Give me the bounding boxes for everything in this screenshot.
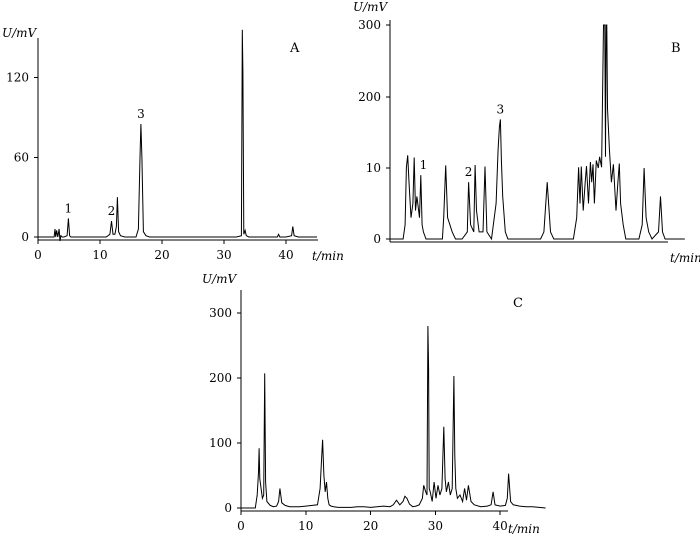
x-tick-label-a: 20	[154, 248, 169, 262]
chromatogram-trace-c	[241, 325, 546, 509]
peak-label-a: 2	[108, 204, 116, 218]
chromatogram-trace-a	[38, 29, 317, 242]
chromatogram-c: U/mV C t/min 0 10 20 30 40 0 100 200 300	[202, 272, 546, 536]
y-axis-title-c: U/mV	[202, 272, 238, 286]
y-tick-label-b: 10	[366, 161, 381, 175]
peak-label-a: 1	[65, 201, 73, 215]
peak-label-b: 3	[497, 102, 505, 116]
x-tick-label-a: 30	[216, 248, 231, 262]
y-axis-title-a: U/mV	[2, 26, 38, 40]
panel-label-b: B	[671, 41, 681, 56]
x-tick-label-c: 10	[298, 519, 313, 533]
chromatogram-b: U/mV B t/min 0 10 200 300 1 2 3	[353, 0, 700, 265]
x-tick-label-c: 30	[428, 519, 443, 533]
peak-label-b: 2	[465, 165, 473, 179]
x-tick-label-a: 40	[278, 248, 293, 262]
peak-label-a: 3	[137, 107, 145, 121]
y-tick-label-c: 100	[209, 436, 232, 450]
y-tick-label-b: 300	[358, 18, 381, 32]
y-tick-label-c: 300	[209, 306, 232, 320]
y-tick-label-a: 0	[21, 230, 29, 244]
x-axis-title-c: t/min	[508, 522, 540, 536]
panel-label-c: C	[513, 296, 523, 311]
y-tick-label-b: 0	[373, 232, 381, 246]
y-tick-label-a: 60	[14, 150, 29, 164]
x-tick-label-a: 10	[92, 248, 107, 262]
panel-label-a: A	[289, 41, 300, 56]
peak-label-b: 1	[420, 158, 428, 172]
x-axis-title-b: t/min	[670, 251, 700, 265]
y-tick-label-b: 200	[358, 90, 381, 104]
y-tick-label-c: 200	[209, 371, 232, 385]
x-tick-label-c: 20	[363, 519, 378, 533]
x-tick-label-c: 40	[493, 519, 508, 533]
y-axis-title-b: U/mV	[353, 0, 389, 14]
chromatogram-trace-b	[390, 24, 685, 241]
x-axis-title-a: t/min	[312, 249, 344, 263]
y-tick-label-a: 120	[6, 71, 29, 85]
chromatogram-a: U/mV A t/min 0 10 20 30 40 0 60 120 1 2 3	[2, 26, 344, 263]
x-tick-label-c: 0	[237, 519, 245, 533]
y-tick-label-c: 0	[224, 501, 232, 515]
x-tick-label-a: 0	[34, 248, 42, 262]
